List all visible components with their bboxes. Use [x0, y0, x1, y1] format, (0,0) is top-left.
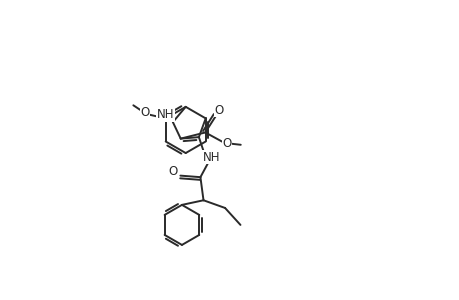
Text: NH: NH: [156, 108, 174, 121]
Text: O: O: [168, 165, 178, 178]
Text: O: O: [222, 137, 231, 150]
Text: NH: NH: [202, 151, 219, 164]
Text: O: O: [140, 106, 149, 119]
Text: O: O: [214, 103, 224, 117]
